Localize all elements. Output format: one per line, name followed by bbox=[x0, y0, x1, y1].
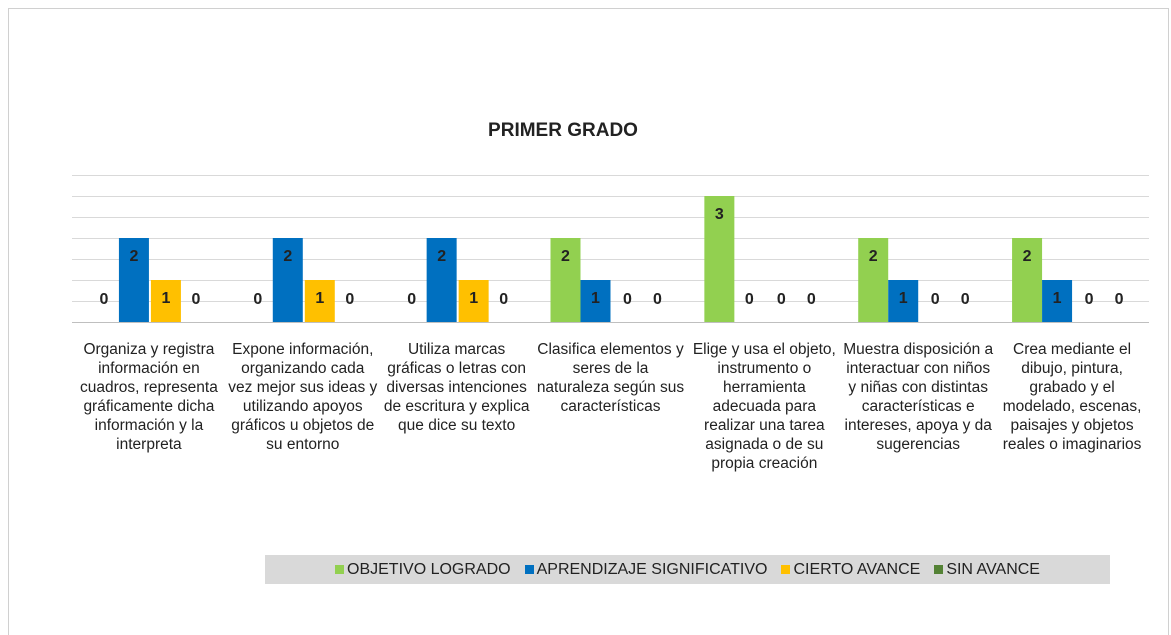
data-label: 0 bbox=[623, 291, 632, 308]
legend-swatch bbox=[335, 565, 345, 574]
legend-item: OBJETIVO LOGRADO bbox=[335, 561, 511, 579]
data-label: 0 bbox=[99, 291, 108, 308]
bar bbox=[118, 238, 149, 322]
data-label: 0 bbox=[407, 291, 416, 308]
bar bbox=[580, 280, 611, 322]
data-label: 1 bbox=[315, 290, 324, 307]
data-label: 1 bbox=[1053, 290, 1062, 307]
x-tick-label: Elige y usa el objeto, instrumento o her… bbox=[692, 341, 836, 472]
data-label: 2 bbox=[283, 248, 292, 265]
data-label: 0 bbox=[931, 291, 940, 308]
legend-label: SIN AVANCE bbox=[946, 560, 1040, 578]
bar bbox=[304, 280, 335, 322]
legend-item: SIN AVANCE bbox=[934, 561, 1040, 579]
bar bbox=[1042, 280, 1073, 322]
data-label: 0 bbox=[253, 291, 262, 308]
x-tick-label: Expone información, organizando cada vez… bbox=[228, 341, 378, 453]
data-label: 0 bbox=[653, 291, 662, 308]
bar bbox=[550, 238, 581, 322]
data-label: 2 bbox=[561, 248, 570, 265]
data-label: 0 bbox=[1115, 291, 1124, 308]
bar bbox=[426, 238, 457, 322]
data-label: 0 bbox=[191, 291, 200, 308]
data-label: 0 bbox=[807, 291, 816, 308]
legend-label: APRENDIZAJE SIGNIFICATIVO bbox=[536, 560, 768, 578]
data-label: 2 bbox=[129, 248, 138, 265]
x-tick-label: Clasifica elementos y seres de la natura… bbox=[536, 341, 685, 415]
x-tick-label: Crea mediante el dibujo, pintura, grabad… bbox=[1002, 341, 1142, 453]
legend-item: CIERTO AVANCE bbox=[781, 561, 920, 579]
bar bbox=[704, 196, 735, 322]
bar bbox=[1012, 238, 1043, 322]
data-label: 2 bbox=[1023, 248, 1032, 265]
data-label: 1 bbox=[469, 290, 478, 307]
data-label: 0 bbox=[1085, 291, 1094, 308]
legend-swatch bbox=[524, 565, 534, 574]
data-label: 0 bbox=[345, 291, 354, 308]
data-label: 2 bbox=[437, 248, 446, 265]
x-tick-label: Utiliza marcas gráficas o letras con div… bbox=[383, 341, 530, 434]
data-label: 1 bbox=[899, 290, 908, 307]
bar bbox=[858, 238, 889, 322]
data-label: 0 bbox=[499, 291, 508, 308]
data-label: 2 bbox=[869, 248, 878, 265]
data-label: 1 bbox=[591, 290, 600, 307]
legend-label: OBJETIVO LOGRADO bbox=[347, 560, 511, 578]
bar bbox=[888, 280, 919, 322]
x-tick-label: Muestra disposición a interactuar con ni… bbox=[843, 341, 994, 453]
chart-border bbox=[8, 8, 1169, 635]
data-label: 3 bbox=[715, 206, 724, 223]
data-label: 1 bbox=[161, 290, 170, 307]
bar bbox=[272, 238, 303, 322]
data-label: 0 bbox=[745, 291, 754, 308]
data-label: 0 bbox=[961, 291, 970, 308]
legend-swatch bbox=[934, 565, 944, 574]
legend-label: CIERTO AVANCE bbox=[793, 560, 921, 578]
data-label: 0 bbox=[777, 291, 786, 308]
chart-title: PRIMER GRADO bbox=[488, 120, 638, 141]
legend: OBJETIVO LOGRADO APRENDIZAJE SIGNIFICATIV… bbox=[265, 555, 1110, 584]
x-tick-label: Organiza y registra información en cuadr… bbox=[79, 341, 218, 453]
bar bbox=[458, 280, 489, 322]
legend-item: APRENDIZAJE SIGNIFICATIVO bbox=[524, 560, 768, 579]
legend-swatch bbox=[781, 565, 791, 574]
bar bbox=[150, 280, 181, 322]
